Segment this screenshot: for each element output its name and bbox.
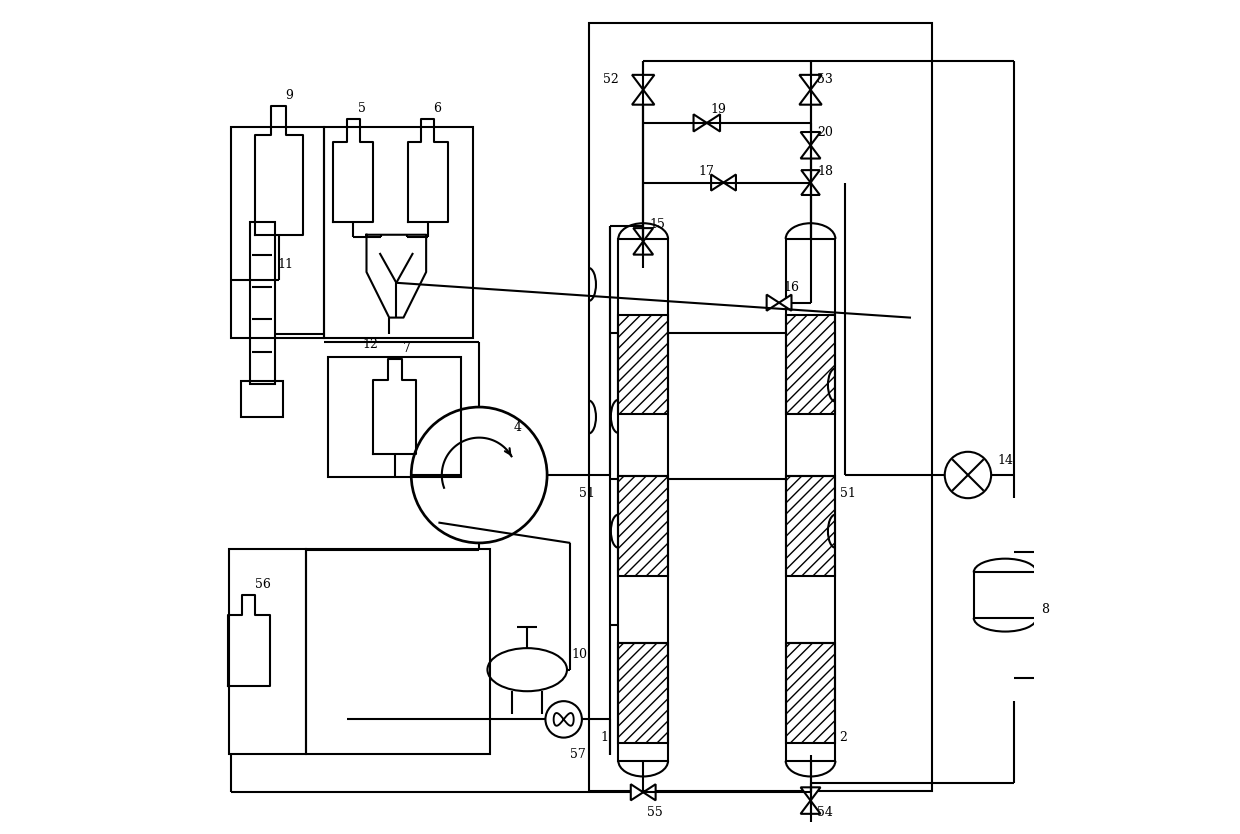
Polygon shape <box>779 294 791 311</box>
Text: 6: 6 <box>433 102 440 114</box>
Text: 54: 54 <box>817 806 833 819</box>
Text: 16: 16 <box>784 281 800 294</box>
Text: 1: 1 <box>600 731 608 744</box>
Bar <box>619 239 668 761</box>
Polygon shape <box>634 241 653 254</box>
Polygon shape <box>723 174 737 191</box>
Text: 51: 51 <box>579 487 594 500</box>
Text: 4: 4 <box>513 421 521 435</box>
Bar <box>329 356 461 477</box>
Text: 5: 5 <box>358 102 366 114</box>
Text: 8: 8 <box>1040 603 1049 615</box>
Text: 15: 15 <box>650 218 666 230</box>
Bar <box>249 223 274 384</box>
Bar <box>786 239 836 761</box>
Text: 53: 53 <box>817 73 833 86</box>
Text: 18: 18 <box>817 165 833 178</box>
Text: 11: 11 <box>278 258 294 271</box>
Text: 19: 19 <box>711 103 727 116</box>
Text: 9: 9 <box>285 89 293 103</box>
Bar <box>231 127 324 339</box>
Bar <box>229 549 306 754</box>
Text: 12: 12 <box>362 338 378 351</box>
Bar <box>786 643 836 742</box>
Text: 51: 51 <box>839 487 856 500</box>
Polygon shape <box>801 183 820 195</box>
Polygon shape <box>631 784 644 801</box>
Polygon shape <box>632 90 655 105</box>
Polygon shape <box>801 132 821 145</box>
Text: 7: 7 <box>403 342 410 354</box>
Bar <box>786 476 836 575</box>
Text: 56: 56 <box>255 578 272 591</box>
Bar <box>619 314 668 414</box>
Polygon shape <box>800 75 822 90</box>
Polygon shape <box>711 174 723 191</box>
Bar <box>242 381 283 417</box>
Polygon shape <box>693 114 707 132</box>
Text: 10: 10 <box>572 648 587 661</box>
Polygon shape <box>644 784 656 801</box>
Polygon shape <box>801 801 821 814</box>
Bar <box>324 127 474 339</box>
Bar <box>619 476 668 575</box>
Bar <box>589 23 932 791</box>
Text: 52: 52 <box>604 73 619 86</box>
Polygon shape <box>800 90 822 105</box>
Polygon shape <box>801 145 821 158</box>
Polygon shape <box>634 229 653 241</box>
Text: 17: 17 <box>698 165 714 178</box>
Polygon shape <box>801 170 820 183</box>
Bar <box>973 572 1037 618</box>
Text: 20: 20 <box>817 127 833 139</box>
Bar <box>619 643 668 742</box>
Text: 55: 55 <box>647 806 663 819</box>
Polygon shape <box>801 787 821 801</box>
Bar <box>306 549 490 754</box>
Bar <box>786 314 836 414</box>
Polygon shape <box>632 75 655 90</box>
Polygon shape <box>766 294 779 311</box>
Text: 2: 2 <box>839 731 847 744</box>
Text: 57: 57 <box>570 748 587 761</box>
Polygon shape <box>707 114 720 132</box>
Text: 14: 14 <box>998 454 1014 467</box>
